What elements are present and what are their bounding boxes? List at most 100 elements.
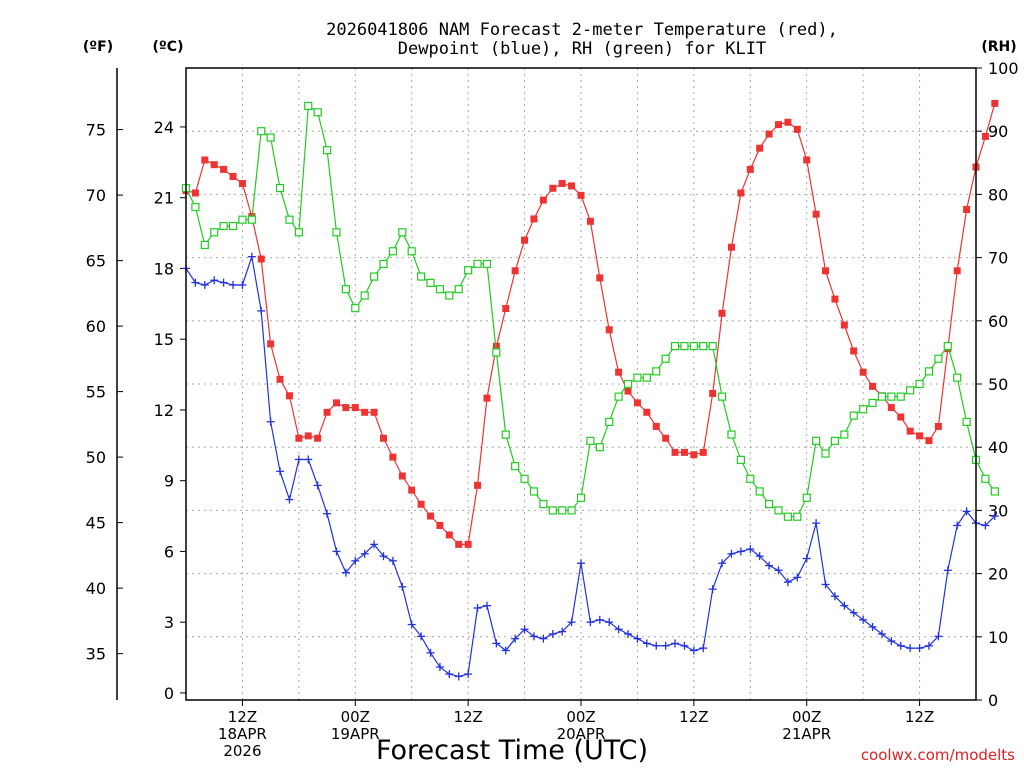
dewpoint-point — [219, 278, 228, 287]
rh-point — [736, 455, 745, 464]
dewpoint-point — [896, 641, 905, 650]
rh-point — [501, 430, 510, 439]
dewpoint-point — [671, 639, 680, 648]
rh-point — [388, 247, 398, 256]
dewpoint-point — [520, 625, 529, 634]
rh-point — [633, 373, 642, 382]
dewpoint-point — [332, 547, 341, 556]
celsius-tick-label: 15 — [154, 330, 174, 349]
rh-point — [492, 348, 501, 357]
x-tick-label: 00Z — [566, 708, 595, 726]
rh-point — [482, 259, 492, 269]
rh-point — [586, 436, 595, 445]
dewpoint-point — [492, 639, 501, 648]
rh-tick-label: 90 — [988, 122, 1008, 141]
temperature-point — [229, 172, 237, 180]
dewpoint-point — [812, 519, 821, 528]
rh-point — [670, 341, 680, 351]
dewpoint-point — [191, 278, 200, 287]
temperature-point — [474, 481, 482, 489]
dewpoint-point — [200, 280, 209, 289]
dewpoint-point — [417, 632, 426, 641]
celsius-tick-label: 18 — [154, 259, 174, 278]
temperature-point — [652, 422, 660, 430]
temperature-point — [727, 243, 735, 251]
dewpoint-point — [953, 521, 962, 530]
rh-point — [257, 127, 266, 136]
temperature-point — [427, 512, 435, 520]
dewpoint-point — [849, 608, 858, 617]
rh-point — [953, 373, 962, 382]
rh-tick-label: 70 — [988, 249, 1008, 268]
x-tick-label: 19APR — [331, 725, 380, 743]
dewpoint-point — [294, 455, 303, 464]
dewpoint-point — [341, 568, 350, 577]
temperature-point — [398, 472, 406, 480]
x-tick-label: 12Z — [905, 708, 934, 726]
x-tick-label: 18APR — [218, 725, 267, 743]
rh-point — [642, 373, 651, 382]
temperature-point — [775, 121, 782, 129]
dewpoint-point — [266, 417, 275, 426]
rh-point — [322, 146, 332, 155]
dewpoint-point — [887, 637, 896, 646]
dewpoint-point — [501, 646, 510, 655]
dewpoint-point — [746, 545, 755, 554]
rh-point — [727, 430, 736, 439]
watermark: coolwx.com/modelts — [861, 746, 1015, 764]
rh-point — [896, 392, 905, 401]
rh-point — [426, 278, 435, 287]
dewpoint-point — [257, 306, 266, 315]
rh-point — [407, 247, 416, 256]
rh-point — [275, 183, 285, 193]
temperature-point — [887, 404, 895, 412]
celsius-tick-label: 3 — [164, 613, 174, 632]
dewpoint-point — [548, 629, 557, 638]
temperature-point — [709, 389, 717, 397]
rh-point — [934, 354, 943, 363]
x-tick-label: 12Z — [228, 708, 257, 726]
fahrenheit-tick-label: 65 — [86, 252, 106, 271]
dewpoint-point — [981, 521, 990, 530]
x-tick-label: 21APR — [782, 725, 831, 743]
dewpoint-point — [689, 646, 698, 655]
rh-point — [887, 392, 896, 401]
rh-point — [266, 133, 275, 142]
temperature-point — [662, 434, 670, 442]
temperature-point — [492, 342, 500, 350]
x-axis-title: Forecast Time (UTC) — [376, 735, 648, 766]
rh-point — [529, 487, 539, 496]
dewpoint-point — [398, 582, 407, 591]
rh-point — [285, 215, 294, 224]
rh-point — [774, 506, 783, 515]
dewpoint-point — [614, 625, 623, 634]
temperature-point — [680, 448, 688, 456]
rh-point — [849, 411, 858, 420]
rh-point — [191, 202, 200, 212]
dewpoint-point — [783, 578, 792, 587]
dewpoint-point — [924, 641, 933, 650]
temperature-point — [916, 432, 924, 440]
fahrenheit-tick-label: 75 — [86, 121, 106, 140]
rh-point — [689, 341, 698, 351]
temperature-point — [643, 408, 651, 416]
temperature-point — [455, 540, 463, 548]
temperature-point — [953, 267, 961, 275]
temperature-point — [361, 408, 369, 416]
rh-point — [558, 506, 567, 515]
dewpoint-point — [229, 280, 238, 289]
rh-point — [567, 506, 576, 515]
chart-title-line2: Dewpoint (blue), RH (green) for KLIT — [398, 39, 766, 59]
rh-point — [652, 367, 661, 376]
celsius-tick-label: 21 — [154, 189, 174, 208]
temperature-point — [267, 340, 275, 348]
rh-point — [868, 398, 877, 408]
rh-tick-label: 20 — [988, 565, 1008, 584]
rh-point — [454, 285, 463, 294]
series-layer — [181, 99, 999, 681]
rh-point — [332, 228, 341, 237]
rh-point — [219, 221, 228, 231]
rh-point — [915, 379, 924, 389]
dewpoint-point — [360, 549, 369, 558]
